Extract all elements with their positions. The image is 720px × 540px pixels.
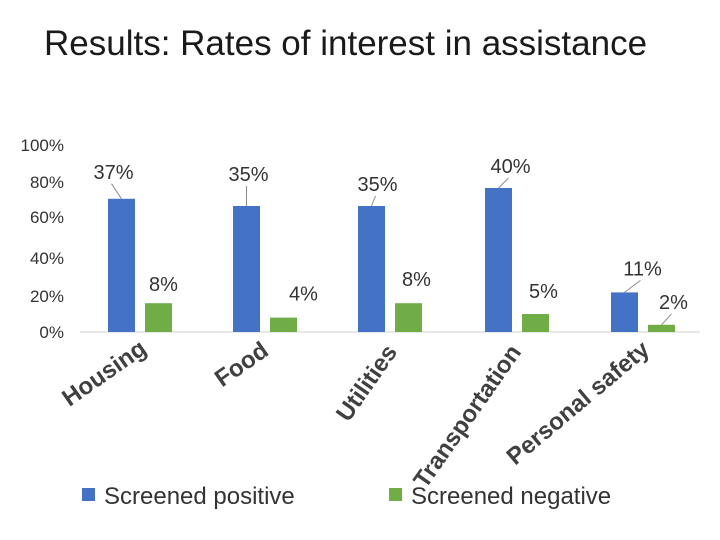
data-label: 5% xyxy=(529,281,558,303)
legend-swatch xyxy=(82,488,95,501)
bars xyxy=(108,188,675,332)
data-labels: 37% 35% 35% 40% 11% 8% 4% 8% 5% 2% xyxy=(93,156,688,314)
bar-screened-negative xyxy=(395,303,422,332)
data-label: 2% xyxy=(659,292,688,314)
y-tick-label: 20% xyxy=(30,287,64,306)
y-tick-label: 80% xyxy=(30,173,64,192)
leader-line xyxy=(661,313,672,326)
legend-label: Screened positive xyxy=(104,483,295,510)
category-label: Housing xyxy=(57,335,151,412)
data-label: 4% xyxy=(289,284,318,306)
y-tick-label: 40% xyxy=(30,249,64,268)
category-label: Food xyxy=(210,337,274,393)
data-label: 40% xyxy=(490,156,530,178)
data-label: 37% xyxy=(93,162,133,184)
bar-screened-negative xyxy=(270,317,297,332)
bar-screened-negative xyxy=(522,314,549,332)
leader-line xyxy=(624,279,641,293)
slide-title: Results: Rates of interest in assistance xyxy=(44,24,648,63)
leader-line xyxy=(111,183,122,200)
legend-label: Screened negative xyxy=(411,483,611,510)
y-tick-label: 60% xyxy=(30,208,64,227)
leader-lines xyxy=(111,177,672,326)
y-tick-label: 100% xyxy=(21,136,64,155)
bar-screened-positive xyxy=(485,188,512,332)
category-label: Utilities xyxy=(331,340,403,426)
bar-screened-positive xyxy=(358,206,385,332)
data-label: 11% xyxy=(623,258,662,280)
leader-line xyxy=(498,177,509,189)
bar-screened-negative xyxy=(145,303,172,332)
data-label: 8% xyxy=(402,269,431,291)
legend-swatch xyxy=(389,488,402,501)
y-tick-label: 0% xyxy=(39,323,64,342)
bar-screened-positive xyxy=(108,198,135,332)
category-labels: Housing Food Utilities TransportationPerson… xyxy=(57,335,655,493)
bar-screened-negative xyxy=(648,324,675,332)
data-label: 35% xyxy=(228,164,268,186)
legend: Screened positive Screened negative xyxy=(82,483,611,510)
bar-screened-positive xyxy=(233,206,260,332)
y-axis-ticks: 0% 20% 40% 60% 80% 100% xyxy=(21,136,64,342)
category-label: Transportation xyxy=(408,340,526,493)
data-label: 8% xyxy=(149,274,178,296)
bar-screened-positive xyxy=(611,292,638,332)
leader-line xyxy=(371,195,376,207)
data-label: 35% xyxy=(357,174,397,196)
